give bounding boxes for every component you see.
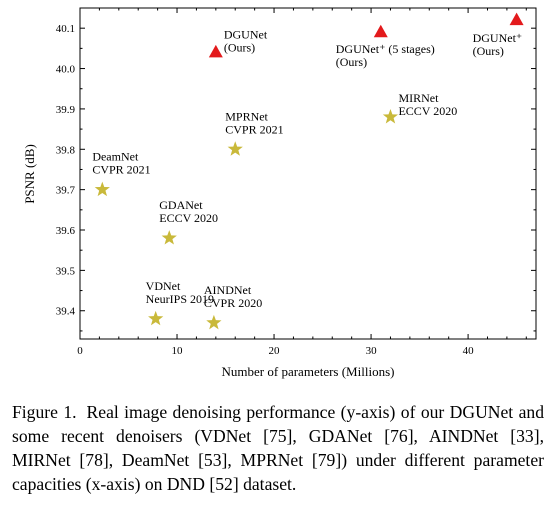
caption-text: Real image denoising performance (y-axis…: [12, 402, 544, 494]
point-label: CVPR 2020: [204, 296, 262, 310]
star-marker: [206, 314, 222, 330]
y-tick-label: 39.8: [56, 144, 76, 156]
point-label: (Ours): [473, 44, 504, 58]
point-label: CVPR 2021: [92, 163, 150, 177]
star-marker: [382, 108, 399, 124]
point-label: DGUNet⁺: [473, 31, 523, 45]
y-tick-label: 39.6: [56, 225, 76, 237]
point-label: (Ours): [336, 55, 367, 69]
plot-frame: [79, 7, 537, 340]
star-marker: [227, 141, 243, 156]
figure-caption: Figure 1. Real image denoising performanc…: [12, 400, 544, 496]
star-marker: [94, 181, 110, 197]
x-axis-ticks: 0 10 20 30 40: [77, 8, 527, 357]
y-axis-label: PSNR (dB): [22, 144, 37, 204]
point-label: ECCV 2020: [398, 104, 457, 118]
y-tick-label: 39.9: [56, 104, 76, 116]
y-tick-label: 40.0: [56, 64, 76, 76]
triangle-marker: [509, 12, 524, 26]
caption-label: Figure 1.: [12, 402, 77, 422]
x-tick-label: 30: [366, 345, 378, 357]
point-label: ECCV 2020: [159, 211, 218, 225]
x-tick-label: 10: [172, 345, 184, 357]
y-tick-label: 39.4: [56, 306, 76, 318]
point-label: DGUNet⁺ (5 stages): [336, 42, 435, 56]
triangle-marker: [208, 44, 223, 58]
x-axis-label: Number of parameters (Millions): [222, 364, 395, 379]
point-label: CVPR 2021: [225, 122, 283, 136]
point-label: MPRNet: [225, 109, 268, 123]
y-tick-label: 39.5: [56, 265, 76, 277]
x-tick-label: 0: [77, 345, 83, 357]
point-label: NeurIPS 2019: [146, 292, 214, 306]
point-label: (Ours): [224, 40, 255, 54]
star-marker: [161, 230, 177, 245]
point-label: DeamNet: [92, 150, 139, 164]
point-label: GDANet: [159, 198, 203, 212]
y-tick-label: 40.1: [56, 23, 75, 35]
star-marker: [148, 310, 164, 326]
point-label: AINDNet: [204, 283, 252, 297]
point-label: MIRNet: [398, 91, 439, 105]
x-tick-label: 40: [463, 345, 475, 357]
triangle-marker: [373, 24, 388, 38]
point-label: DGUNet: [224, 27, 268, 41]
y-axis-ticks: 39.4 39.5 39.6 39.7 39.8 39.9 40.0 40.1: [56, 7, 536, 332]
x-tick-label: 20: [269, 345, 281, 357]
y-tick-label: 39.7: [56, 185, 76, 197]
scatter-chart: 0 10 20 30 40 39.4 39.5 39.6 39.7 39.8 39.9 40.0 40…: [22, 7, 537, 379]
point-label: VDNet: [146, 279, 181, 293]
